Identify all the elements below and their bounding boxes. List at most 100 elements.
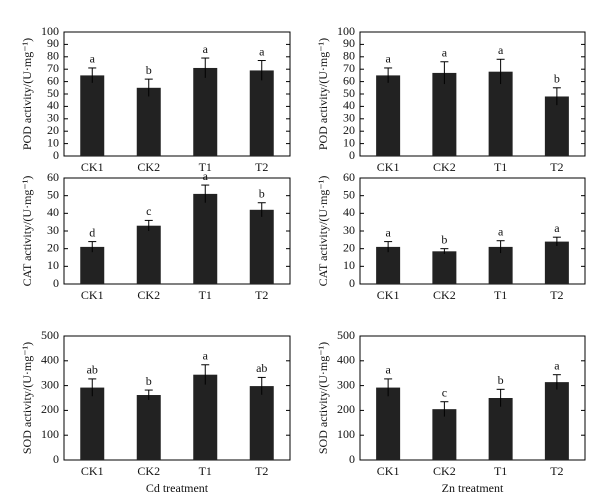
x-tick-label: T2: [255, 160, 268, 174]
y-tick-label: 100: [337, 24, 355, 38]
y-tick-label: 200: [337, 402, 355, 416]
x-axis-label: Zn treatment: [442, 481, 504, 495]
y-tick-label: 0: [53, 276, 59, 290]
x-tick-label: CK2: [137, 160, 160, 174]
x-tick-label: CK2: [137, 464, 160, 478]
y-tick-label: 20: [343, 240, 355, 254]
bar: [193, 374, 218, 460]
y-tick-label: 100: [41, 24, 59, 38]
y-tick-label: 60: [47, 73, 59, 87]
y-tick-label: 60: [343, 73, 355, 87]
y-tick-label: 50: [343, 86, 355, 100]
y-tick-label: 400: [337, 353, 355, 367]
bar: [376, 246, 401, 284]
y-tick-label: 500: [337, 328, 355, 342]
y-tick-label: 30: [47, 223, 59, 237]
y-tick-label: 10: [343, 135, 355, 149]
y-tick-label: 90: [343, 36, 355, 50]
significance-label: c: [146, 204, 151, 218]
bar: [136, 87, 161, 156]
bar: [432, 72, 457, 156]
significance-label: a: [90, 52, 96, 66]
x-tick-label: T2: [255, 464, 268, 478]
y-tick-label: 500: [41, 328, 59, 342]
significance-label: a: [498, 224, 504, 238]
y-axis-label: SOD activity/(U·mg⁻¹): [20, 342, 34, 454]
significance-label: a: [259, 44, 265, 58]
bar: [544, 241, 569, 284]
x-tick-label: CK2: [433, 464, 456, 478]
y-tick-label: 0: [53, 148, 59, 162]
x-tick-label: CK1: [377, 464, 400, 478]
y-tick-label: 70: [47, 61, 59, 75]
y-tick-label: 0: [349, 452, 355, 466]
bar: [432, 409, 457, 460]
y-tick-label: 0: [349, 148, 355, 162]
significance-label: b: [259, 186, 265, 200]
y-tick-label: 50: [343, 187, 355, 201]
x-axis-label: Cd treatment: [146, 481, 209, 495]
bar: [544, 96, 569, 156]
y-tick-label: 10: [47, 258, 59, 272]
significance-label: a: [442, 46, 448, 60]
bar: [488, 71, 513, 156]
bar: [432, 251, 457, 284]
y-tick-label: 10: [47, 135, 59, 149]
x-tick-label: T2: [255, 288, 268, 302]
x-tick-label: CK2: [137, 288, 160, 302]
y-tick-label: 30: [343, 223, 355, 237]
y-tick-label: 100: [337, 427, 355, 441]
y-tick-label: 80: [343, 49, 355, 63]
bar: [193, 67, 218, 156]
y-tick-label: 30: [47, 111, 59, 125]
bar: [80, 387, 105, 460]
bar: [376, 387, 401, 460]
significance-label: d: [89, 225, 95, 239]
y-tick-label: 300: [41, 377, 59, 391]
y-tick-label: 300: [337, 377, 355, 391]
x-tick-label: CK1: [377, 288, 400, 302]
x-tick-label: T1: [199, 464, 212, 478]
y-tick-label: 80: [47, 49, 59, 63]
x-tick-label: T2: [550, 160, 563, 174]
y-tick-label: 40: [343, 98, 355, 112]
x-tick-label: T1: [494, 288, 507, 302]
y-tick-label: 40: [47, 205, 59, 219]
significance-label: a: [385, 225, 391, 239]
significance-label: a: [203, 42, 209, 56]
bar: [80, 75, 105, 156]
x-tick-label: T1: [199, 288, 212, 302]
y-tick-label: 90: [47, 36, 59, 50]
y-tick-label: 70: [343, 61, 355, 75]
x-tick-label: CK2: [433, 160, 456, 174]
y-tick-label: 200: [41, 402, 59, 416]
x-tick-label: CK1: [377, 160, 400, 174]
significance-label: c: [442, 385, 447, 399]
y-axis-label: CAT activity/(U·mg⁻¹): [20, 176, 34, 287]
significance-label: ab: [256, 361, 267, 375]
bar: [544, 382, 569, 460]
bar: [249, 386, 274, 460]
x-tick-label: T1: [494, 464, 507, 478]
y-tick-label: 20: [47, 123, 59, 137]
significance-label: a: [498, 43, 504, 57]
x-tick-label: T2: [550, 464, 563, 478]
plot-frame: [359, 335, 586, 461]
y-tick-label: 50: [47, 86, 59, 100]
significance-label: a: [554, 358, 560, 372]
bar: [376, 75, 401, 156]
bar: [136, 395, 161, 460]
y-tick-label: 60: [343, 170, 355, 184]
y-tick-label: 0: [53, 452, 59, 466]
y-tick-label: 30: [343, 111, 355, 125]
significance-label: b: [146, 374, 152, 388]
bar: [488, 398, 513, 460]
y-tick-label: 20: [343, 123, 355, 137]
bar: [136, 225, 161, 284]
y-tick-label: 20: [47, 240, 59, 254]
y-axis-label: POD activity/(U·mg⁻¹): [20, 38, 34, 150]
significance-label: a: [554, 221, 560, 235]
y-tick-label: 10: [343, 258, 355, 272]
x-tick-label: CK1: [81, 464, 104, 478]
significance-label: ab: [87, 363, 98, 377]
